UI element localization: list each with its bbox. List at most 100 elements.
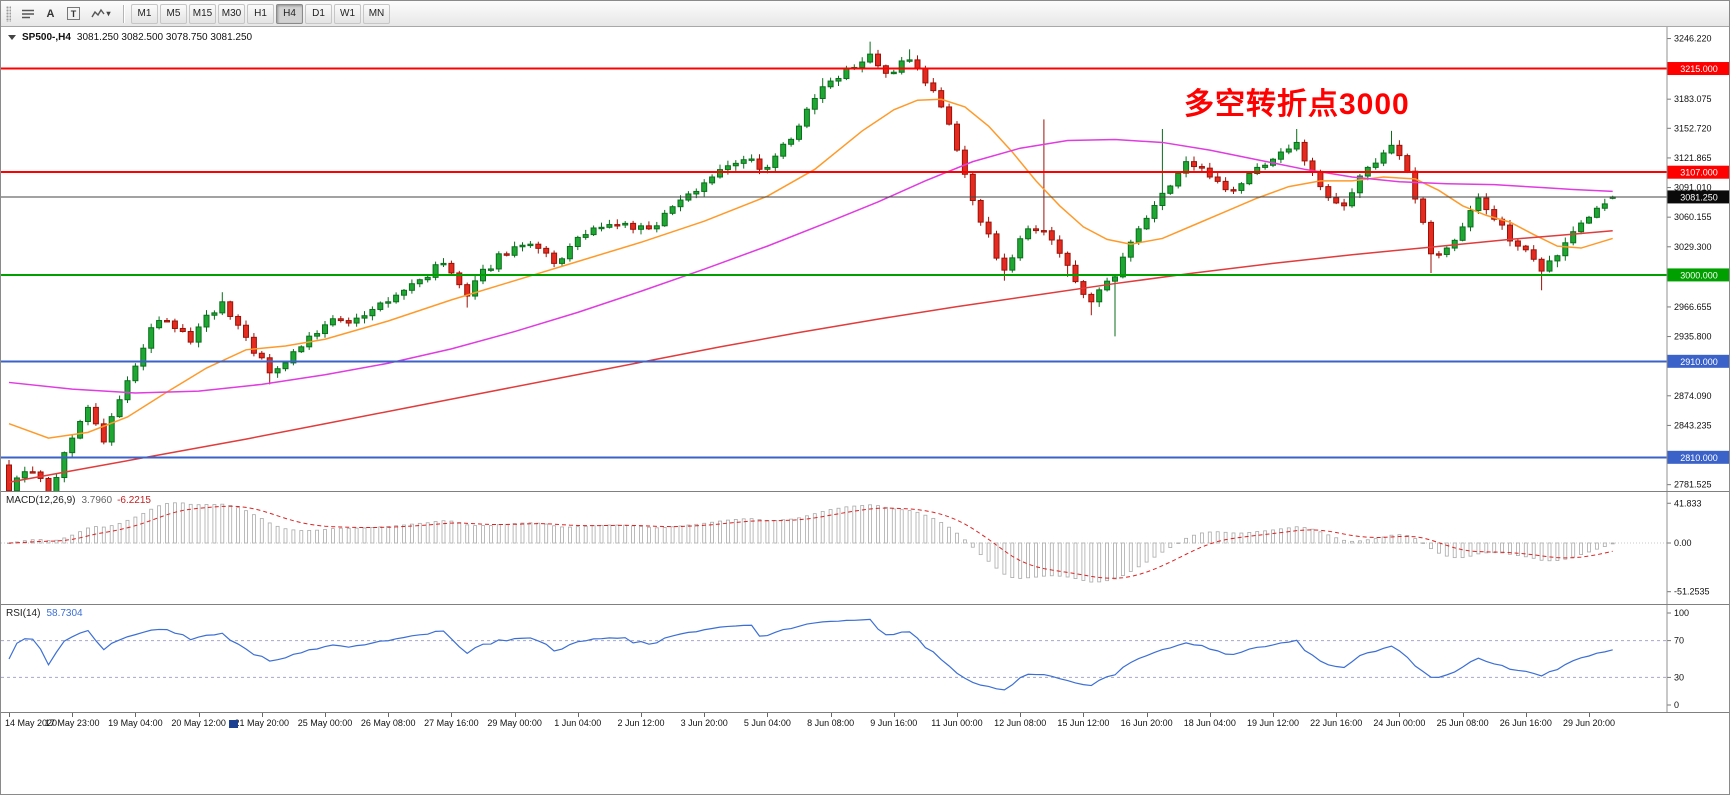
y-axis-tick: 3029.300 (1674, 242, 1712, 252)
macd-bar (915, 511, 920, 544)
macd-bar (409, 523, 414, 544)
macd-bar (1294, 526, 1299, 544)
candle-body (156, 320, 163, 329)
x-tick-mark (1399, 713, 1401, 717)
macd-bar (1034, 542, 1038, 578)
chart-background (1, 27, 1729, 492)
macd-bar (54, 539, 59, 544)
timeframe-d1[interactable]: D1 (305, 3, 332, 24)
x-tick-mark (1083, 713, 1085, 717)
chart-menu-icon[interactable] (16, 4, 39, 24)
candle-body (985, 221, 992, 235)
zigzag-icon (91, 8, 106, 17)
candle-body (1293, 141, 1300, 150)
x-tick-mark (9, 713, 10, 717)
macd-bar (1279, 528, 1283, 544)
macd-bar (631, 525, 635, 544)
candle-body (13, 477, 20, 492)
macd-bar (1302, 527, 1307, 544)
macd-bar (891, 508, 896, 544)
macd-bar (694, 523, 699, 544)
candlestick-series (6, 41, 1616, 492)
macd-bar (544, 523, 549, 544)
macd-bar (1358, 540, 1362, 544)
rsi-panel[interactable]: 100 70 30 0 (1, 605, 1730, 712)
macd-bar (101, 526, 106, 544)
macd-bar (789, 518, 793, 544)
one-click-trading-arrow-icon[interactable] (8, 35, 16, 40)
macd-bar (1350, 540, 1354, 544)
candle-body (1040, 230, 1047, 233)
text-tool-button[interactable]: A (39, 4, 62, 24)
candle-body (961, 149, 968, 175)
chart-text-annotation[interactable]: 多空转折点3000 (1184, 88, 1410, 121)
candle-body (559, 258, 565, 264)
timeframe-h4[interactable]: H4 (276, 3, 303, 24)
macd-bar (117, 522, 122, 544)
x-tick-mark (1589, 713, 1590, 717)
macd-bar (425, 522, 430, 544)
macd-bar (1271, 529, 1275, 544)
macd-panel[interactable]: 41.833 0.00 -51.2535 (1, 492, 1730, 605)
x-tick-mark (577, 713, 579, 717)
macd-bar (1065, 542, 1070, 578)
macd-bar (536, 522, 541, 544)
candle-body (653, 225, 660, 230)
timeframe-w1[interactable]: W1 (334, 3, 361, 24)
candle-body (416, 279, 423, 285)
x-tick-mark (1462, 713, 1464, 717)
candle-body (401, 289, 407, 296)
toolbar-separator (123, 4, 124, 23)
candle-body (1277, 151, 1284, 160)
candle-body (701, 182, 708, 192)
level-badge-label: 3000.000 (1680, 270, 1718, 280)
x-tick-mark (388, 713, 390, 717)
candle-body (353, 317, 360, 324)
ma-medium-line (8, 138, 1613, 394)
macd-bar (1184, 537, 1188, 544)
macd-bar (1002, 542, 1007, 575)
y-axis-tick: 3183.075 (1674, 94, 1712, 104)
macd-bar (370, 527, 375, 544)
time-axis[interactable]: 14 May 2020 17 May 23:00 19 May 04:00 20 Ma… (1, 712, 1729, 732)
level-badge-2910.000 (1667, 354, 1729, 368)
line-studies-button[interactable]: ▾ (85, 4, 117, 24)
main-chart[interactable]: 3215.000 3107.000 3000.000 2910.000 2810.000… (1, 27, 1730, 492)
timeframe-m5[interactable]: M5 (160, 3, 187, 24)
macd-bar (552, 525, 556, 544)
timeframe-m30[interactable]: M30 (218, 3, 245, 24)
macd-bar (109, 525, 114, 544)
candle-body (100, 423, 107, 443)
candle-body (827, 80, 834, 88)
timeframe-m15[interactable]: M15 (189, 3, 216, 24)
macd-bar (402, 524, 406, 544)
candle-body (1341, 202, 1348, 207)
macd-bar (1373, 538, 1378, 544)
macd-bar (1334, 537, 1339, 544)
menu-lines-icon (21, 9, 34, 18)
macd-bar (647, 526, 651, 544)
label-tool-box: T (67, 7, 80, 20)
macd-bar (1476, 542, 1481, 555)
macd-bar (757, 519, 762, 544)
macd-bar (1144, 542, 1149, 563)
x-axis-label: 5 Jun 04:00 (743, 718, 791, 728)
candle-body (1048, 230, 1055, 241)
macd-bar (583, 525, 588, 544)
candle-body (369, 308, 376, 317)
macd-bar (1200, 532, 1204, 544)
macd-bar (1168, 542, 1173, 548)
timeframe-h1[interactable]: H1 (247, 3, 274, 24)
toolbar-drag-handle[interactable] (6, 5, 11, 22)
label-tool-button[interactable]: T (62, 4, 85, 24)
candle-body (1491, 209, 1498, 220)
candle-body (1459, 226, 1466, 241)
macd-bar (963, 539, 967, 544)
macd-bar (741, 518, 746, 544)
macd-bar (1508, 542, 1512, 555)
timeframe-m1[interactable]: M1 (131, 3, 158, 24)
candle-body (1009, 257, 1016, 271)
macd-bar (259, 518, 264, 544)
timeframe-mn[interactable]: MN (363, 3, 390, 24)
candle-body (1428, 221, 1434, 255)
